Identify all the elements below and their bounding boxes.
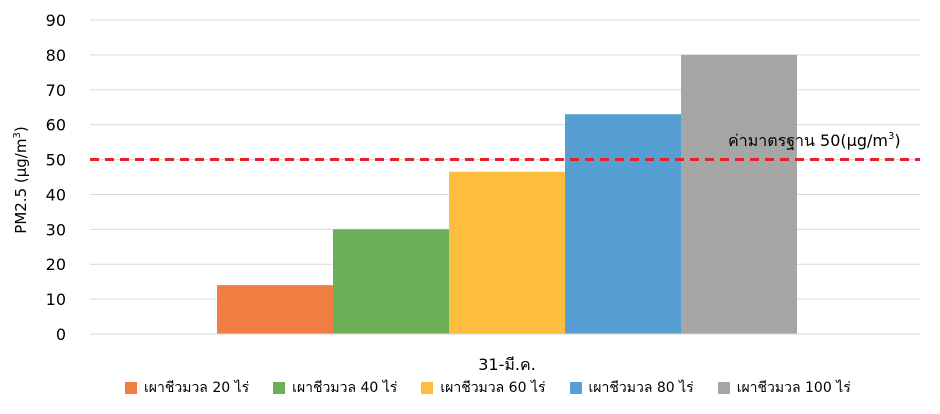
legend-label: เผาชีวมวล 100 ไร่ [736,380,851,396]
legend-swatch [125,382,137,394]
y-tick-label: 20 [46,255,66,274]
legend-label: เผาชีวมวล 40 ไร่ [292,380,398,396]
legend-item: เผาชีวมวล 20 ไร่ [125,377,249,399]
bar-1 [217,285,333,334]
y-axis-ticks: 0 10 20 30 40 50 60 70 80 90 [46,11,66,344]
legend-swatch [717,382,730,394]
y-tick-label: 60 [46,116,66,135]
y-axis-title: PM2.5 (μg/m3) [12,126,30,233]
y-tick-label: 70 [46,81,66,100]
bar-2 [333,229,449,334]
legend-item: เผาชีวมวล 40 ไร่ [273,377,397,399]
y-tick-label: 0 [56,325,66,344]
y-tick-label: 90 [46,11,66,30]
y-tick-label: 50 [46,151,66,170]
bar-4 [565,114,681,334]
y-tick-label: 40 [46,185,66,204]
bar-5 [681,54,797,335]
y-tick-label: 10 [46,290,66,309]
standard-reference-label: ค่ามาตรฐาน 50(μg/m3) [728,131,901,150]
y-tick-label: 30 [46,220,66,239]
y-tick-label: 80 [46,46,66,65]
legend-item: เผาชีวมวล 100 ไร่ [717,377,851,399]
legend-item: เผาชีวมวล 80 ไร่ [569,377,694,399]
legend-swatch [273,382,286,394]
legend-label: เผาชีวมวล 60 ไร่ [440,380,546,396]
legend: เผาชีวมวล 20 ไร่ เผาชีวมวล 40 ไร่ เผาชีวมว… [125,377,875,399]
bar-3 [449,171,565,334]
legend-label: เผาชีวมวล 20 ไร่ [144,380,250,396]
x-category-label: 31-มี.ค. [478,355,536,374]
legend-label: เผาชีวมวล 80 ไร่ [588,380,694,396]
legend-swatch [569,382,582,394]
legend-swatch [421,382,434,394]
bars [217,54,797,335]
legend-item: เผาชีวมวล 60 ไร่ [421,377,546,399]
